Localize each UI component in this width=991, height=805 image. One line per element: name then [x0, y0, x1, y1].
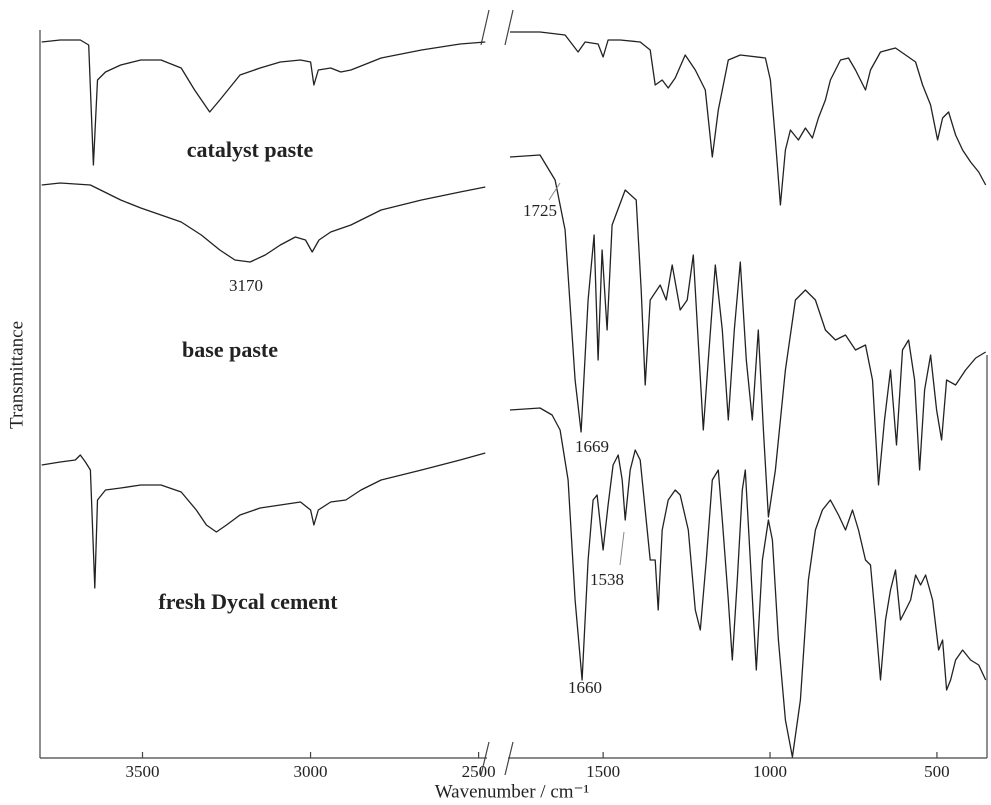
x-tick-label: 3500: [126, 762, 160, 781]
spectrum-line: [510, 31, 987, 206]
x-tick-label: 3000: [294, 762, 328, 781]
axis-break: [504, 741, 514, 776]
annotation-leader: [548, 182, 561, 201]
annotation: 1538: [590, 570, 624, 589]
annotation: 1725: [523, 201, 557, 220]
series-label: base paste: [182, 337, 278, 362]
x-tick-label: 2500: [462, 762, 496, 781]
spectrum-line: [509, 407, 987, 758]
axis-break: [480, 741, 490, 776]
spectrum-line: [41, 39, 486, 166]
x-tick-label: 1000: [753, 762, 787, 781]
y-axis-label: Transmittance: [6, 321, 27, 429]
annotation: 1660: [568, 678, 602, 697]
x-tick-label: 1500: [586, 762, 620, 781]
axis-break: [504, 9, 514, 46]
axis-break: [480, 9, 490, 46]
annotation: 3170: [229, 276, 263, 295]
spectrum-line: [509, 154, 987, 518]
annotation-leader: [619, 531, 625, 566]
series-label: catalyst paste: [187, 137, 314, 162]
x-tick-label: 500: [924, 762, 950, 781]
spectrum-line: [41, 182, 486, 263]
annotation: 1669: [575, 437, 609, 456]
spectrum-line: [41, 452, 486, 589]
x-axis-label: Wavenumber / cm⁻¹: [435, 781, 590, 802]
axis-frame: [39, 9, 988, 776]
series-label: fresh Dycal cement: [158, 589, 338, 614]
